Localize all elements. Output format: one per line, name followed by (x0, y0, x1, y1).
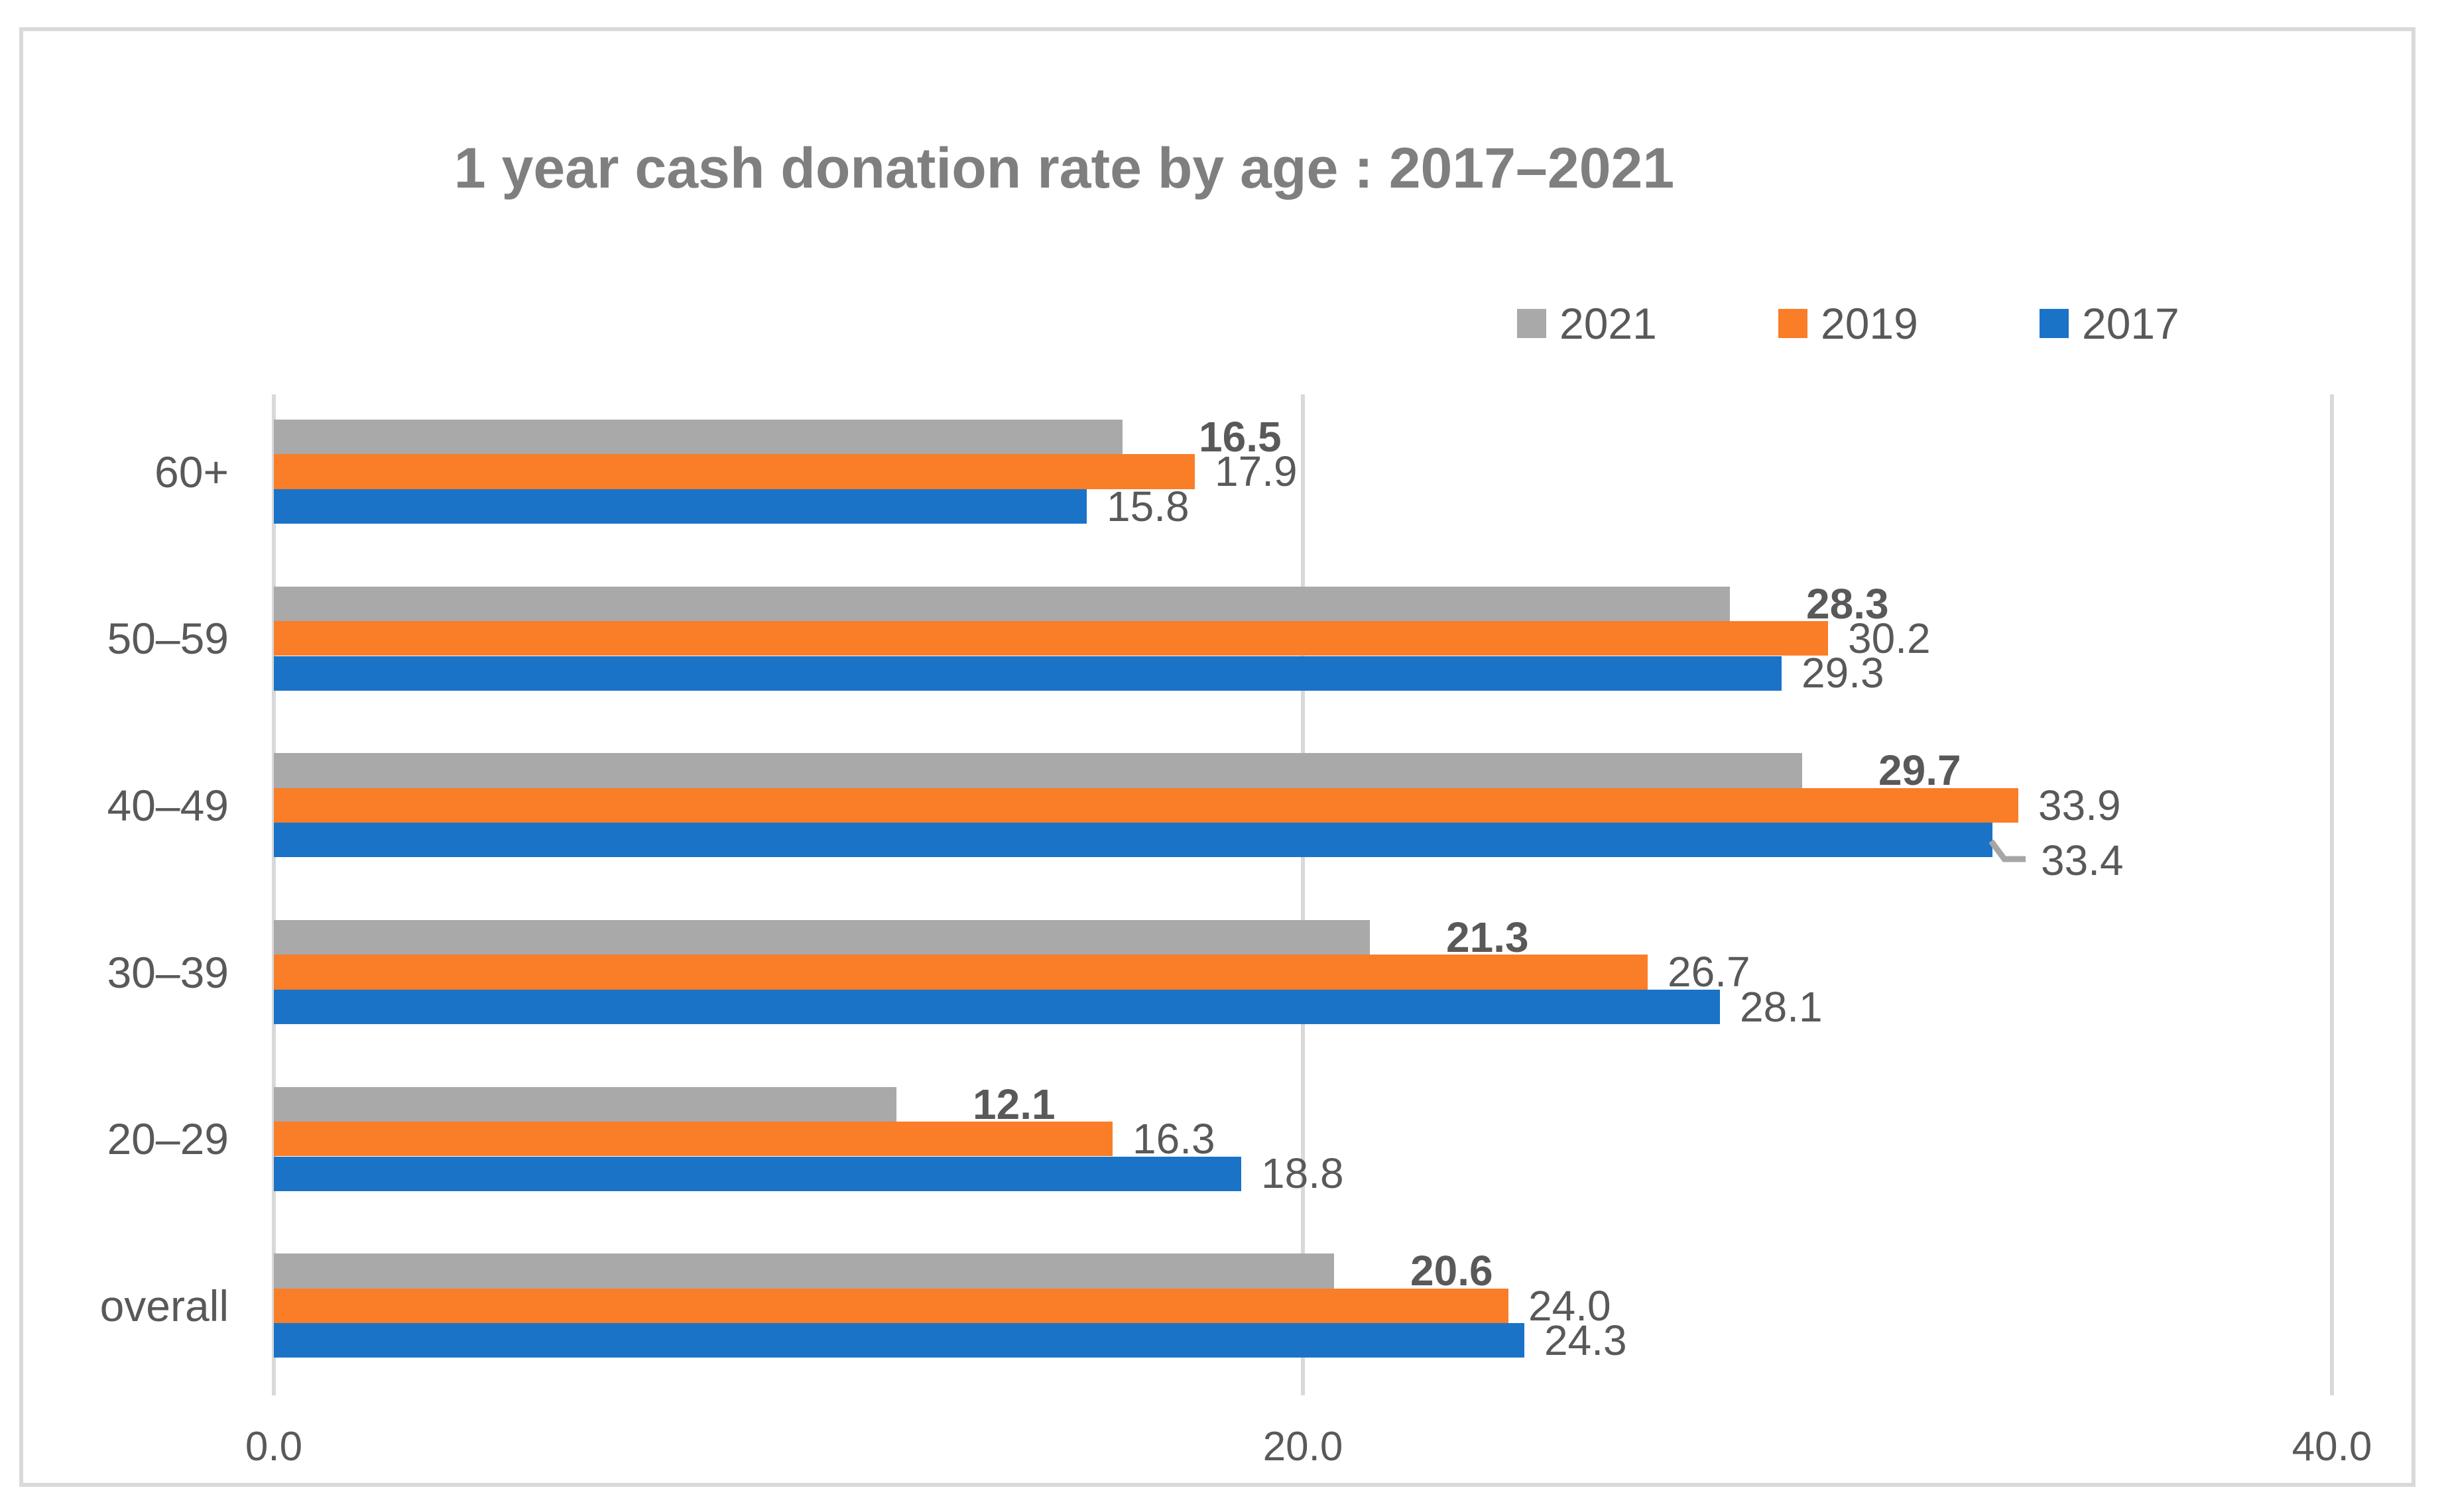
legend-label-2019: 2019 (1821, 299, 1918, 348)
value-label-2017-20-29: 18.8 (1261, 1149, 1344, 1197)
gridline-20.0 (1301, 394, 1305, 1395)
bar-2017-30-39 (274, 989, 1720, 1025)
value-label-2021-40-49: 29.7 (1878, 746, 1961, 794)
value-label-2021-20-29: 12.1 (973, 1080, 1056, 1128)
bar-2021-30-39 (274, 920, 1370, 955)
bar-2017-50-59 (274, 656, 1782, 691)
legend-swatch-2019-icon (1778, 309, 1807, 338)
bar-2021-overall (274, 1253, 1334, 1289)
value-label-2021-overall: 20.6 (1410, 1247, 1493, 1295)
legend-item-2021: 2021 (1517, 300, 1657, 347)
value-label-2019-30-39: 26.7 (1668, 948, 1750, 996)
bar-2021-40-49 (274, 753, 1802, 788)
value-label-2017-60: 15.8 (1107, 483, 1190, 530)
legend-label-2017: 2017 (2082, 299, 2179, 348)
value-label-2021-50-59: 28.3 (1806, 580, 1889, 628)
bar-2019-50-59 (274, 621, 1828, 656)
gridline-0.0 (272, 394, 276, 1395)
value-label-2019-60: 17.9 (1215, 447, 1298, 495)
bar-2017-60 (274, 489, 1087, 524)
label-leader-line (1988, 839, 2026, 862)
x-tick-label-40.0: 40.0 (2291, 1424, 2372, 1470)
legend-item-2019: 2019 (1778, 300, 1918, 347)
bar-2019-40-49 (274, 787, 2018, 823)
category-label-overall: overall (99, 1281, 229, 1330)
gridline-40.0 (2330, 394, 2334, 1395)
legend-swatch-2021-icon (1517, 309, 1546, 338)
value-label-2019-overall: 24.0 (1528, 1282, 1611, 1330)
value-label-2019-50-59: 30.2 (1848, 614, 1931, 662)
category-label-50-59: 50–59 (107, 614, 229, 663)
bar-2017-20-29 (274, 1156, 1241, 1191)
bar-2019-30-39 (274, 955, 1648, 990)
bar-2019-overall (274, 1288, 1509, 1324)
value-label-2017-overall: 24.3 (1544, 1316, 1627, 1364)
value-label-2019-20-29: 16.3 (1132, 1115, 1215, 1163)
chart-title: 1 year cash donation rate by age : 2017–… (454, 137, 1675, 200)
value-label-2019-40-49: 33.9 (2038, 782, 2121, 829)
value-label-2021-60: 16.5 (1199, 413, 1282, 461)
value-label-2021-30-39: 21.3 (1446, 913, 1529, 961)
bar-2021-50-59 (274, 586, 1731, 622)
bar-2019-60 (274, 454, 1195, 489)
legend-label-2021: 2021 (1559, 299, 1657, 348)
legend-swatch-2017-icon (2040, 309, 2069, 338)
value-label-2017-30-39: 28.1 (1740, 983, 1823, 1031)
category-label-40-49: 40–49 (107, 781, 229, 830)
x-tick-label-0.0: 0.0 (245, 1424, 303, 1470)
category-label-20-29: 20–29 (107, 1114, 229, 1163)
value-label-2017-50-59: 29.3 (1801, 649, 1884, 697)
value-label-2017-40-49: 33.4 (2041, 837, 2124, 884)
category-label-30-39: 30–39 (107, 948, 229, 997)
bar-2021-20-29 (274, 1086, 896, 1122)
bar-2017-overall (274, 1323, 1524, 1358)
category-label-60: 60+ (154, 447, 229, 496)
bar-2019-20-29 (274, 1122, 1113, 1157)
bar-2017-40-49 (274, 823, 1992, 858)
x-tick-label-20.0: 20.0 (1262, 1424, 1343, 1470)
bar-2021-60 (274, 420, 1123, 455)
chart-border (19, 27, 2415, 1487)
legend-item-2017: 2017 (2040, 300, 2179, 347)
